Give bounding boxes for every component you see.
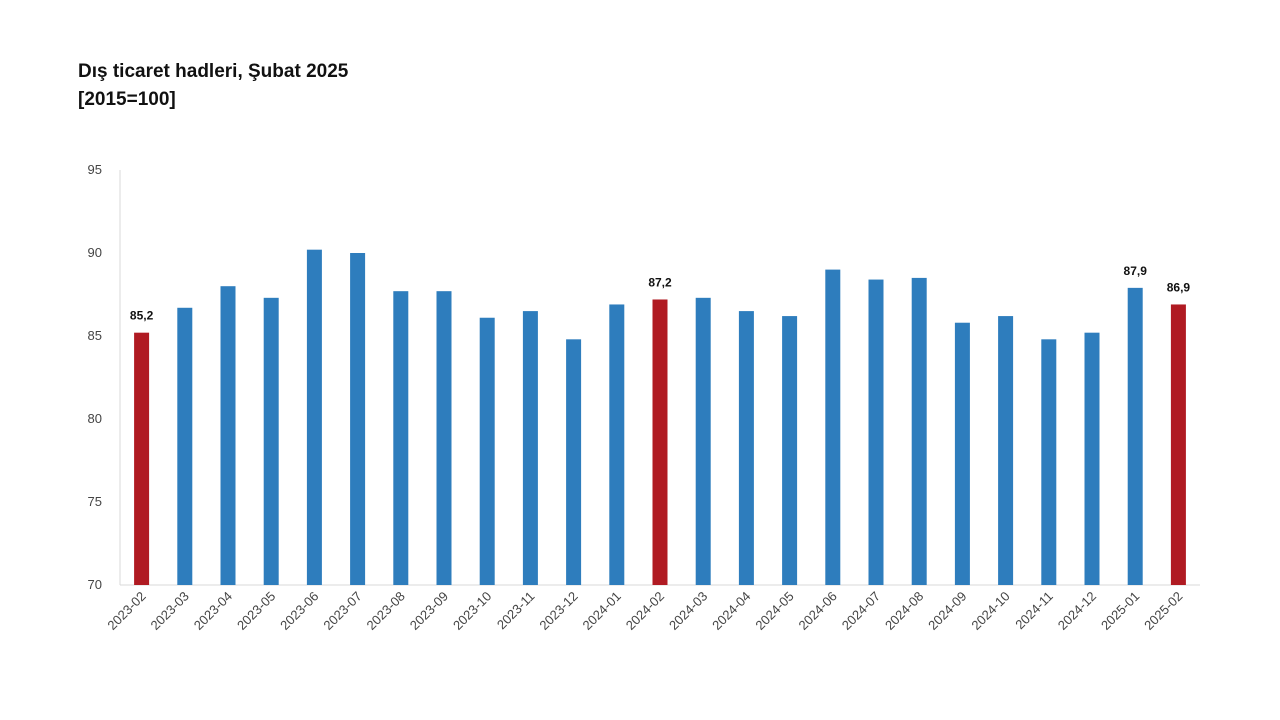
bar-2023-10 xyxy=(479,317,495,585)
x-tick-label: 2023-08 xyxy=(364,589,408,633)
y-tick-label: 95 xyxy=(88,162,102,177)
x-tick-label: 2023-09 xyxy=(407,589,451,633)
y-tick-label: 75 xyxy=(88,494,102,509)
x-tick-label: 2025-02 xyxy=(1141,589,1185,633)
x-tick-label: 2023-04 xyxy=(191,589,235,633)
bar-2024-09 xyxy=(954,322,970,585)
bar-2023-11 xyxy=(522,311,538,585)
x-tick-label: 2024-08 xyxy=(882,589,926,633)
x-tick-label: 2024-06 xyxy=(796,589,840,633)
bar-2024-10 xyxy=(998,316,1014,585)
x-tick-label: 2023-10 xyxy=(450,589,494,633)
x-tick-label: 2024-03 xyxy=(666,589,710,633)
bar-2024-12 xyxy=(1084,332,1100,585)
x-tick-label: 2023-02 xyxy=(104,589,148,633)
x-tick-label: 2024-01 xyxy=(580,589,624,633)
bar-2025-01 xyxy=(1127,287,1143,585)
bar-2023-04 xyxy=(220,286,236,585)
x-tick-label: 2024-10 xyxy=(968,589,1012,633)
bar-2023-07 xyxy=(350,253,366,585)
chart-title-block: Dış ticaret hadleri, Şubat 2025 [2015=10… xyxy=(78,58,348,114)
x-tick-label: 2023-05 xyxy=(234,589,278,633)
bar-2023-02 xyxy=(134,332,150,585)
bar-2023-09 xyxy=(436,291,452,585)
x-tick-label: 2023-11 xyxy=(494,589,538,633)
data-label-2025-01: 87,9 xyxy=(1124,264,1148,278)
x-tick-label: 2023-06 xyxy=(277,589,321,633)
x-tick-label: 2024-04 xyxy=(709,589,753,633)
y-tick-label: 80 xyxy=(88,411,102,426)
x-tick-label: 2023-03 xyxy=(148,589,192,633)
x-tick-label: 2024-09 xyxy=(925,589,969,633)
bar-2024-04 xyxy=(738,311,754,585)
bar-2023-06 xyxy=(306,249,322,585)
x-tick-label: 2023-12 xyxy=(536,589,580,633)
x-tick-label: 2023-07 xyxy=(320,589,364,633)
x-tick-label: 2024-12 xyxy=(1055,589,1099,633)
chart-title: Dış ticaret hadleri, Şubat 2025 xyxy=(78,61,349,82)
x-tick-label: 2024-07 xyxy=(839,589,883,633)
bar-2024-01 xyxy=(609,304,625,585)
bar-2023-08 xyxy=(393,291,409,585)
data-label-2023-02: 85,2 xyxy=(130,309,154,323)
x-tick-label: 2024-02 xyxy=(623,589,667,633)
bar-2025-02 xyxy=(1170,304,1186,585)
x-tick-label: 2025-01 xyxy=(1098,589,1142,633)
bar-2024-02 xyxy=(652,299,668,585)
y-tick-label: 70 xyxy=(88,577,102,592)
bar-2023-05 xyxy=(263,297,279,585)
bar-2023-03 xyxy=(177,307,193,585)
bar-2024-11 xyxy=(1041,339,1057,585)
data-label-2025-02: 86,9 xyxy=(1167,280,1191,294)
bar-2023-12 xyxy=(566,339,582,585)
x-tick-label: 2024-11 xyxy=(1012,589,1056,633)
data-label-2024-02: 87,2 xyxy=(648,275,672,289)
bar-2024-06 xyxy=(825,269,841,585)
bar-2024-03 xyxy=(695,297,711,585)
bar-2024-07 xyxy=(868,279,884,585)
bar-2024-05 xyxy=(782,316,798,585)
y-tick-label: 90 xyxy=(88,245,102,260)
y-tick-label: 85 xyxy=(88,328,102,343)
chart-subtitle: [2015=100] xyxy=(78,89,176,110)
x-tick-label: 2024-05 xyxy=(752,589,796,633)
bar-2024-08 xyxy=(911,277,927,585)
